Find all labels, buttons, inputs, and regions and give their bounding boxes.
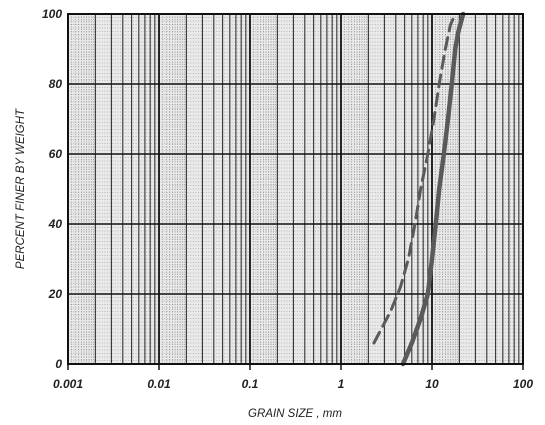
x-tick-label: 10 xyxy=(425,377,439,391)
x-tick-label: 0.01 xyxy=(147,377,171,391)
y-tick-label: 40 xyxy=(48,217,63,231)
x-tick-label: 0.1 xyxy=(242,377,259,391)
y-tick-label: 60 xyxy=(49,147,63,161)
y-tick-label: 80 xyxy=(49,77,63,91)
x-axis-label: GRAIN SIZE , mm xyxy=(248,408,342,420)
x-tick-label: 1 xyxy=(338,377,345,391)
y-axis-label: PERCENT FINER BY WEIGHT xyxy=(15,108,27,269)
solid-gradation-curve xyxy=(400,11,466,367)
x-tick-label: 100 xyxy=(513,377,533,391)
y-tick-label: 100 xyxy=(42,7,62,21)
y-tick-label: 20 xyxy=(48,287,63,301)
dashed-gradation-curve xyxy=(372,12,457,345)
plot-frame xyxy=(67,13,524,365)
series-lines xyxy=(372,11,466,367)
tick-labels: 0.001 0.01 0.1 1 10 100 0 20 40 60 80 100 xyxy=(42,7,533,391)
y-tick-label: 0 xyxy=(55,357,62,371)
x-tick-label: 0.001 xyxy=(53,377,83,391)
